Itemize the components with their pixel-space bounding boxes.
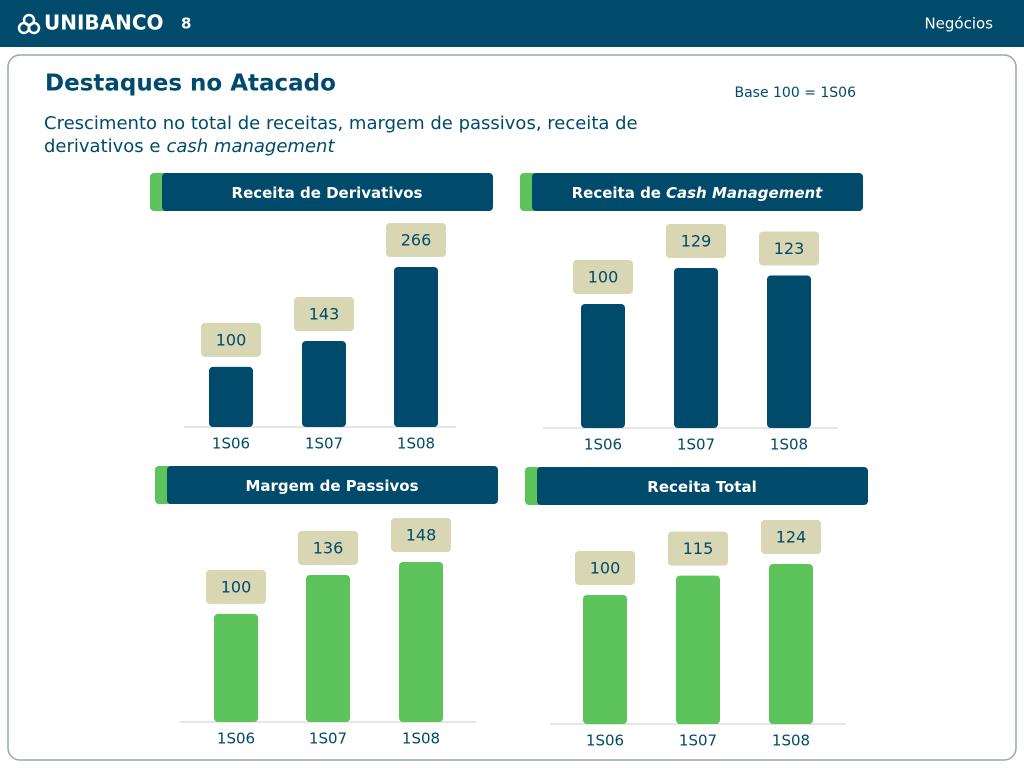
- section-name: Negócios: [924, 15, 993, 33]
- value-label-box: [206, 569, 266, 604]
- bar: [676, 575, 720, 724]
- x-tick-label: 1S06: [586, 732, 624, 750]
- x-tick-label: 1S06: [212, 435, 250, 453]
- x-tick-label: 1S07: [677, 436, 715, 454]
- x-tick-label: 1S06: [584, 436, 622, 454]
- subtitle-italic: cash management: [166, 136, 335, 157]
- x-tick-label: 1S08: [770, 436, 808, 454]
- x-tick-label: 1S07: [309, 730, 347, 748]
- value-label-box: [201, 322, 261, 357]
- chart-title: Margem de Passivos: [245, 477, 418, 495]
- x-tick-label: 1S08: [402, 730, 440, 748]
- bar: [399, 562, 443, 722]
- chart-title-text: Margem de Passivos: [245, 477, 418, 495]
- x-tick-label: 1S08: [772, 732, 810, 750]
- value-label: 100: [221, 577, 252, 596]
- chart-title-italic: Cash Management: [666, 184, 823, 202]
- bar: [306, 574, 350, 722]
- bar: [209, 366, 253, 427]
- value-label: 124: [776, 528, 807, 547]
- value-label: 115: [683, 539, 714, 558]
- logo-text: UNIBANCO: [44, 11, 164, 35]
- chart-title: Receita de Derivativos: [232, 184, 423, 202]
- value-label-box: [391, 518, 451, 552]
- chart-title: Receita de Cash Management: [572, 184, 824, 202]
- bar: [583, 594, 627, 724]
- chart-title: Receita Total: [647, 478, 756, 496]
- value-label-box: [761, 520, 821, 554]
- value-label: 123: [774, 239, 805, 258]
- bar: [214, 613, 258, 722]
- value-label: 266: [401, 231, 432, 250]
- bar: [767, 275, 811, 428]
- chart-title-text: Receita de Derivativos: [232, 184, 423, 202]
- base-note: Base 100 = 1S06: [734, 85, 856, 101]
- title-box: [532, 173, 863, 211]
- title-box: [167, 466, 498, 504]
- x-tick-label: 1S08: [397, 435, 435, 453]
- bar: [302, 340, 346, 427]
- x-tick-label: 1S07: [679, 732, 717, 750]
- bar: [674, 268, 718, 428]
- value-label-box: [386, 223, 446, 257]
- x-tick-label: 1S06: [217, 730, 255, 748]
- title-box: [537, 467, 868, 505]
- subtitle-text: derivativos e: [44, 136, 160, 157]
- bar: [769, 564, 813, 724]
- subtitle: Crescimento no total de receitas, margem…: [44, 113, 638, 134]
- x-tick-label: 1S07: [305, 435, 343, 453]
- value-label: 100: [216, 330, 247, 349]
- content-panel: [7, 54, 1017, 761]
- subtitle: derivativos e cash management: [44, 136, 335, 157]
- value-label: 100: [588, 267, 619, 286]
- value-label-box: [666, 224, 726, 258]
- value-label: 148: [406, 526, 437, 545]
- value-label: 100: [590, 558, 621, 577]
- value-label-box: [759, 231, 819, 266]
- bar: [581, 303, 625, 428]
- value-label-box: [668, 531, 728, 566]
- header-bar: [0, 0, 1024, 47]
- value-label-box: [575, 550, 635, 585]
- title-box: [162, 173, 493, 211]
- chart-title-text: Receita de: [572, 184, 661, 202]
- chart-title-text: Receita Total: [647, 478, 756, 496]
- value-label: 143: [309, 304, 340, 323]
- page-number: 8: [181, 15, 191, 33]
- logo-icon: [17, 13, 41, 35]
- slide-title: Destaques no Atacado: [45, 71, 336, 97]
- value-label-box: [294, 296, 354, 331]
- value-label-box: [573, 259, 633, 294]
- value-label: 136: [313, 538, 344, 557]
- value-label-box: [298, 530, 358, 565]
- value-label: 129: [681, 232, 712, 251]
- bar: [394, 267, 438, 427]
